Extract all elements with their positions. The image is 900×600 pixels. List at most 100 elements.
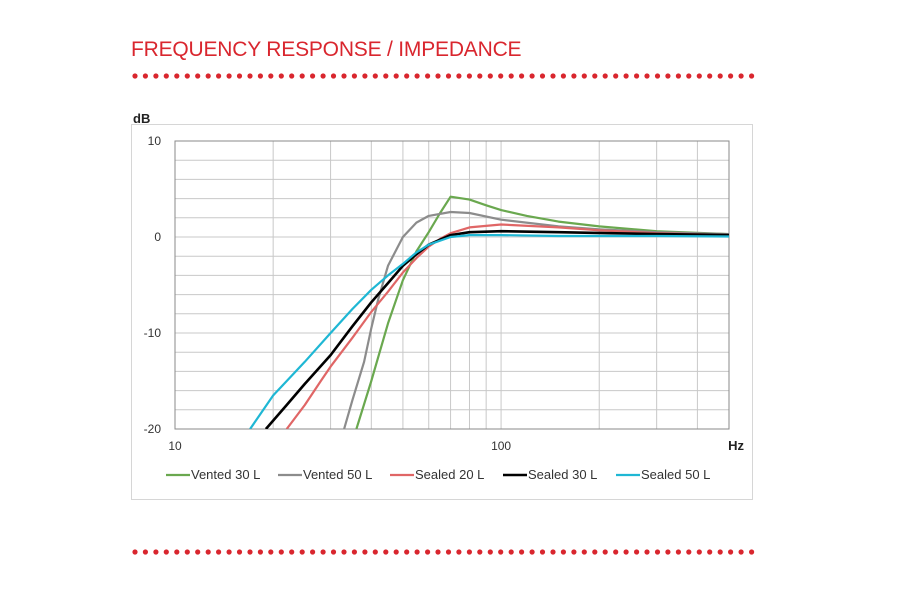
divider-dot [675, 549, 682, 555]
series-line [343, 210, 729, 429]
divider-dot [571, 549, 577, 555]
divider-dot [268, 549, 274, 555]
divider-dot [644, 73, 650, 79]
divider-dot [216, 549, 222, 555]
divider-dot [289, 549, 295, 555]
legend-label: Sealed 30 L [528, 467, 597, 482]
divider-dot [654, 73, 661, 79]
divider-dot [728, 73, 734, 79]
divider-dot [278, 549, 284, 555]
divider-dot [404, 549, 410, 555]
divider-dot [278, 73, 284, 79]
series-line [285, 223, 729, 429]
divider-dot [717, 73, 723, 79]
divider-dot [425, 73, 431, 79]
divider-dot [383, 549, 389, 555]
y-axis-label: dB [133, 111, 150, 126]
divider-dot [163, 73, 169, 79]
dotted-divider [132, 73, 755, 79]
divider-dot [195, 549, 201, 555]
divider-dot [592, 73, 598, 79]
divider-dot [717, 549, 723, 555]
divider-dot [393, 73, 399, 79]
divider-dot [560, 73, 566, 79]
divider-dot [749, 549, 755, 555]
divider-dot [341, 73, 347, 79]
divider-dot [445, 549, 452, 555]
divider-dot [634, 549, 640, 555]
y-tick-label: -10 [144, 326, 162, 340]
divider-dot [456, 549, 462, 555]
divider-dot [435, 73, 441, 79]
chart-frame: 10 0 -10 -20 10 100 dB Hz Vented 30 L Vented 50 L… [131, 111, 753, 500]
legend-label: Vented 30 L [191, 467, 260, 482]
divider-dot [216, 73, 222, 79]
divider-dot [665, 73, 671, 79]
divider-dot [519, 549, 525, 555]
divider-dot [707, 73, 713, 79]
divider-dot [184, 73, 190, 79]
divider-dot [153, 549, 159, 555]
divider-dot [268, 73, 274, 79]
divider-dot [749, 73, 755, 79]
divider-dot [226, 73, 232, 79]
divider-dot [195, 73, 201, 79]
divider-dot [320, 549, 326, 555]
divider-dot [560, 549, 566, 555]
divider-dot [351, 73, 357, 79]
divider-dot [142, 549, 148, 555]
divider-dot [466, 549, 472, 555]
y-tick-label: 10 [148, 134, 162, 148]
series-line [249, 234, 729, 429]
divider-dot [153, 73, 159, 79]
divider-dot [257, 549, 263, 555]
divider-dot [205, 549, 211, 555]
divider-dot [330, 549, 337, 555]
divider-dot [477, 549, 483, 555]
divider-dot [174, 73, 180, 79]
divider-dot [289, 73, 295, 79]
divider-dot [351, 549, 357, 555]
divider-dot [602, 73, 608, 79]
divider-dot [174, 549, 180, 555]
divider-dot [738, 73, 744, 79]
divider-dot [372, 549, 378, 555]
divider-dot [508, 73, 514, 79]
divider-dot [602, 549, 608, 555]
divider-dot [686, 73, 692, 79]
divider-dot [686, 549, 692, 555]
divider-dot [142, 73, 148, 79]
divider-dot [487, 73, 493, 79]
section-title: FREQUENCY RESPONSE / IMPEDANCE [131, 38, 522, 61]
divider-dot [362, 73, 368, 79]
divider-dot [529, 73, 535, 79]
divider-dot [132, 549, 138, 555]
divider-dot [728, 549, 734, 555]
divider-dot [613, 73, 619, 79]
divider-dot [623, 73, 629, 79]
divider-dot [613, 549, 619, 555]
divider-dot [571, 73, 577, 79]
divider-dot [414, 73, 420, 79]
series-line [355, 195, 729, 429]
x-tick-label: 100 [491, 439, 511, 453]
divider-dot [487, 549, 493, 555]
divider-dot [529, 549, 535, 555]
divider-dot [445, 73, 452, 79]
divider-dot [299, 549, 305, 555]
divider-dot [341, 549, 347, 555]
divider-dot [257, 73, 263, 79]
divider-dot [247, 73, 253, 79]
plot-area-border [174, 140, 730, 430]
divider-dot [383, 73, 389, 79]
divider-dot [456, 73, 462, 79]
divider-dot [623, 549, 629, 555]
divider-dot [205, 73, 211, 79]
divider-dot [299, 73, 305, 79]
divider-dot [654, 549, 661, 555]
divider-dot [372, 73, 378, 79]
divider-dot [498, 549, 504, 555]
divider-dot [404, 73, 410, 79]
y-tick-label: -20 [144, 422, 162, 436]
